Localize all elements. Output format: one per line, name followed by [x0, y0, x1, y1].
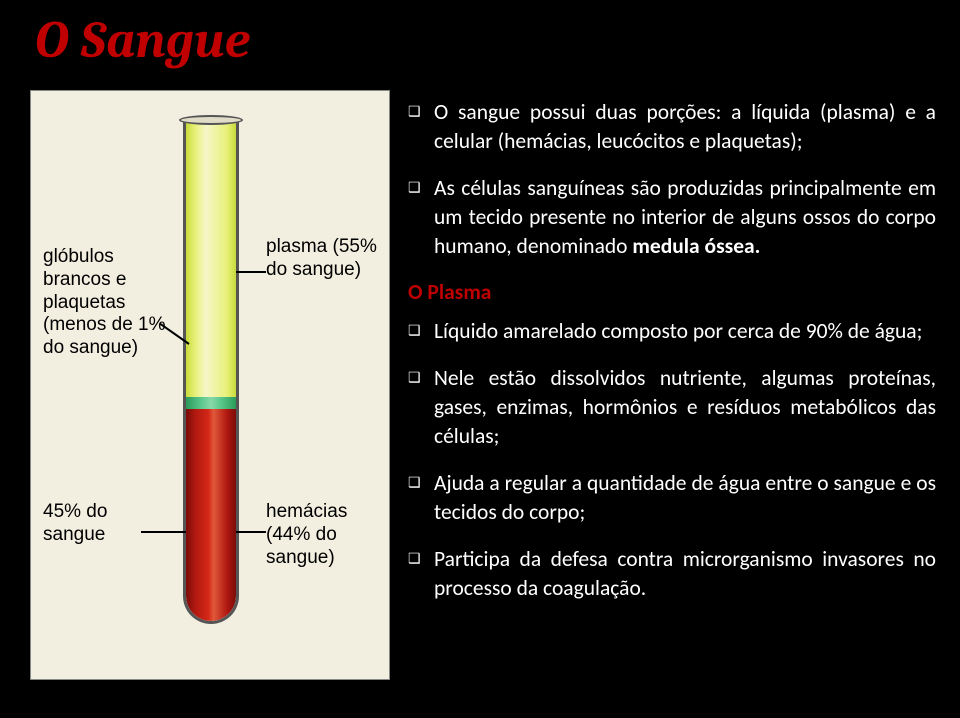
pointer-line	[141, 531, 186, 533]
label-globulos: glóbulos brancos e plaquetas (menos de 1…	[43, 246, 168, 360]
page-title: O Sangue	[35, 10, 250, 70]
bullet-item: ❑ Líquido amarelado composto por cerca d…	[408, 317, 936, 346]
bullet-text: Participa da defesa contra microrganismo…	[434, 545, 936, 603]
blood-tube-diagram: glóbulos brancos e plaquetas (menos de 1…	[30, 90, 390, 680]
bullet-text: Líquido amarelado composto por cerca de …	[434, 317, 936, 346]
test-tube	[183, 119, 239, 624]
bullet-text: O sangue possui duas porções: a líquida …	[434, 98, 936, 156]
label-hemacias: hemácias (44% do sangue)	[266, 501, 381, 569]
bullet-marker-icon: ❑	[408, 174, 434, 261]
bullet-marker-icon: ❑	[408, 364, 434, 451]
bullet-text: Ajuda a regular a quantidade de água ent…	[434, 469, 936, 527]
plasma-layer	[186, 119, 236, 397]
red-blood-cells-layer	[186, 409, 236, 621]
buffy-coat-layer	[186, 397, 236, 409]
section-header: O Plasma	[408, 279, 936, 305]
bullet-marker-icon: ❑	[408, 317, 434, 346]
bullet-item: ❑ Ajuda a regular a quantidade de água e…	[408, 469, 936, 527]
bullet-marker-icon: ❑	[408, 545, 434, 603]
pointer-line	[236, 531, 266, 533]
bullet-item: ❑ O sangue possui duas porções: a líquid…	[408, 98, 936, 156]
label-plasma: plasma (55% do sangue)	[266, 236, 381, 282]
bullet-marker-icon: ❑	[408, 98, 434, 156]
bullet-text: Nele estão dissolvidos nutriente, alguma…	[434, 364, 936, 451]
content-area: ❑ O sangue possui duas porções: a líquid…	[408, 98, 936, 621]
bullet-item: ❑ Participa da defesa contra microrganis…	[408, 545, 936, 603]
bold-term: medula óssea.	[632, 233, 760, 259]
bullet-item: ❑ As células sanguíneas são produzidas p…	[408, 174, 936, 261]
bullet-item: ❑ Nele estão dissolvidos nutriente, algu…	[408, 364, 936, 451]
pointer-line	[236, 271, 266, 273]
bullet-text: As células sanguíneas são produzidas pri…	[434, 174, 936, 261]
label-45-percent: 45% do sangue	[43, 501, 158, 547]
bullet-marker-icon: ❑	[408, 469, 434, 527]
tube-rim	[179, 115, 243, 125]
